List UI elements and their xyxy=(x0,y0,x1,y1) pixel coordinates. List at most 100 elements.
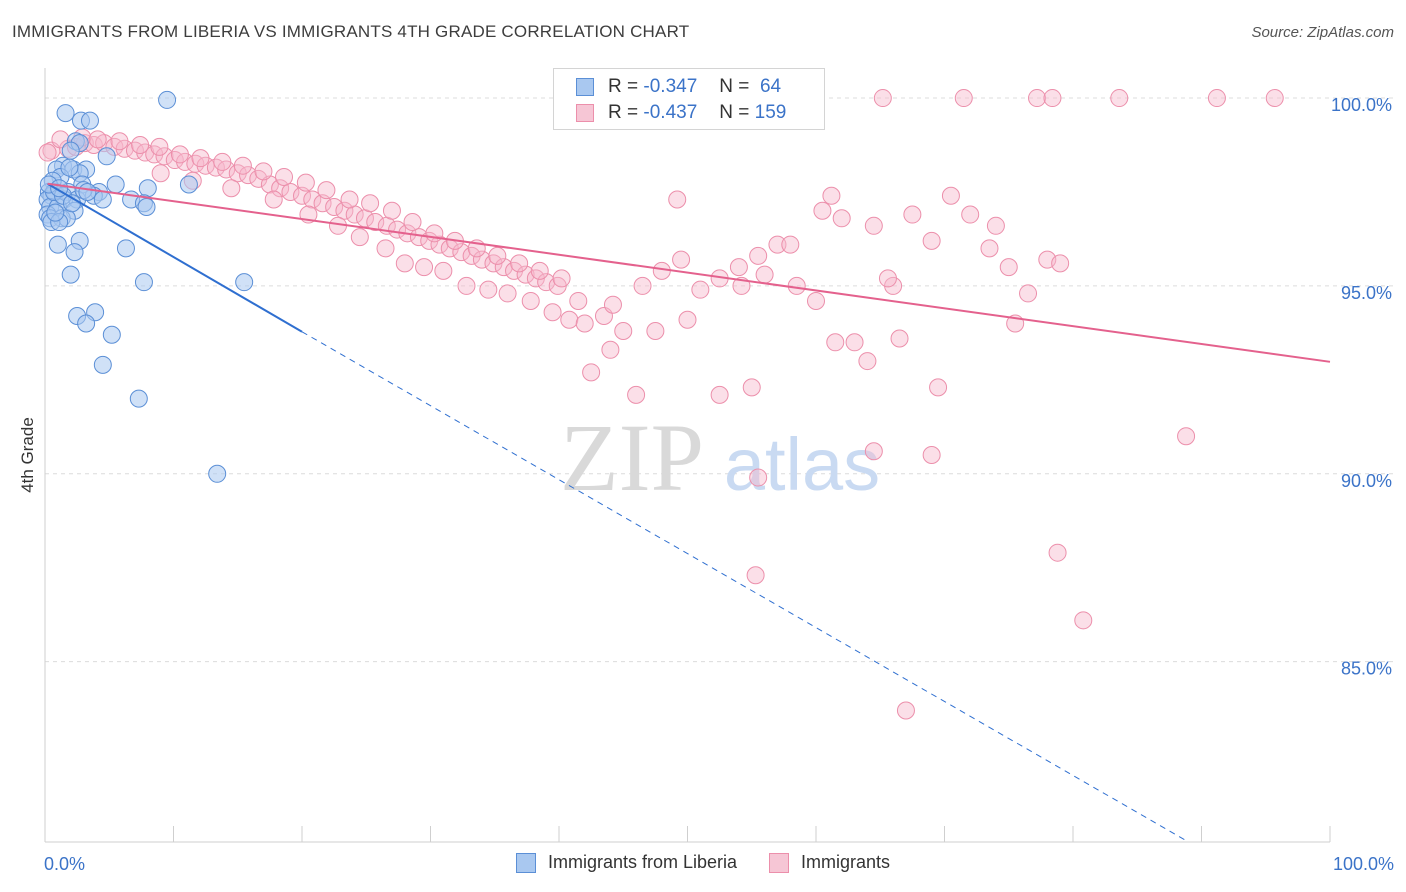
data-point-immigrants xyxy=(296,173,315,192)
data-point-immigrants xyxy=(890,329,909,348)
data-point-immigrants xyxy=(1051,254,1070,273)
data-point-immigrants xyxy=(787,276,806,295)
data-point-immigrants xyxy=(582,363,601,382)
legend-n-label: N = xyxy=(719,76,750,97)
data-point-liberia xyxy=(158,90,177,109)
data-point-immigrants xyxy=(858,352,877,371)
data-point-immigrants xyxy=(896,701,915,720)
data-point-immigrants xyxy=(1048,543,1067,562)
data-point-immigrants xyxy=(864,216,883,235)
data-point-immigrants xyxy=(281,182,300,201)
data-point-immigrants xyxy=(691,280,710,299)
legend-item-immigrants: Immigrants xyxy=(769,852,890,873)
data-point-immigrants xyxy=(170,145,189,164)
correlation-legend: R = -0.347 N = 64 R = -0.437 N = 159 xyxy=(553,68,825,130)
data-point-immigrants xyxy=(434,261,453,280)
data-point-immigrants xyxy=(742,378,761,397)
data-point-immigrants xyxy=(813,201,832,220)
data-point-immigrants xyxy=(191,149,210,168)
data-point-immigrants xyxy=(878,269,897,288)
legend-r-label: R = xyxy=(608,102,639,123)
data-point-immigrants xyxy=(131,136,150,155)
data-point-immigrants xyxy=(271,179,290,198)
data-point-immigrants xyxy=(999,258,1018,277)
data-point-liberia xyxy=(137,198,156,217)
trend-lines xyxy=(47,182,1331,843)
data-point-immigrants xyxy=(826,333,845,352)
data-point-immigrants xyxy=(646,322,665,341)
data-point-immigrants xyxy=(264,190,283,209)
data-point-immigrants xyxy=(155,147,174,166)
data-point-immigrants xyxy=(1074,611,1093,630)
data-point-liberia xyxy=(102,325,121,344)
data-point-immigrants xyxy=(110,132,129,151)
data-point-immigrants xyxy=(569,291,588,310)
data-point-liberia xyxy=(61,141,80,160)
data-point-immigrants xyxy=(239,166,258,185)
data-point-immigrants xyxy=(521,291,540,310)
x-tick-label: 100.0% xyxy=(1333,854,1394,874)
legend-row-immigrants: R = -0.437 N = 159 xyxy=(576,101,786,125)
data-point-immigrants xyxy=(781,235,800,254)
data-point-immigrants xyxy=(151,164,170,183)
data-point-immigrants xyxy=(755,265,774,284)
data-point-liberia xyxy=(93,190,112,209)
data-point-liberia xyxy=(48,235,67,254)
data-point-immigrants xyxy=(749,246,768,265)
data-point-immigrants xyxy=(382,201,401,220)
data-point-immigrants xyxy=(652,261,671,280)
legend-r-value: -0.347 xyxy=(643,76,698,97)
data-point-liberia xyxy=(77,314,96,333)
tick-labels: 100.0% 95.0% 90.0% 85.0% 0.0% 100.0% xyxy=(44,95,1394,874)
data-point-immigrants xyxy=(1028,89,1047,108)
data-point-immigrants xyxy=(150,137,169,156)
series-liberia-points xyxy=(38,90,254,483)
data-point-immigrants xyxy=(457,276,476,295)
legend-item-liberia: Immigrants from Liberia xyxy=(515,852,737,873)
data-point-immigrants xyxy=(233,156,252,175)
data-point-immigrants xyxy=(38,143,57,162)
data-point-immigrants xyxy=(575,314,594,333)
data-point-immigrants xyxy=(430,235,449,254)
x-tick-label: 0.0% xyxy=(44,854,85,874)
y-tick-label: 95.0% xyxy=(1341,283,1392,303)
data-point-immigrants xyxy=(873,89,892,108)
data-point-immigrants xyxy=(1043,89,1062,108)
data-point-liberia xyxy=(208,464,227,483)
series-legend: Immigrants from Liberia Immigrants xyxy=(0,852,1406,873)
data-point-immigrants xyxy=(749,468,768,487)
data-point-liberia xyxy=(134,273,153,292)
data-point-immigrants xyxy=(672,250,691,269)
data-point-liberia xyxy=(61,265,80,284)
data-point-immigrants xyxy=(552,269,571,288)
data-point-immigrants xyxy=(614,322,633,341)
legend-r-label: R = xyxy=(608,76,639,97)
legend-swatch-immigrants xyxy=(769,852,790,873)
data-point-immigrants xyxy=(325,198,344,217)
data-point-liberia xyxy=(97,147,116,166)
data-point-immigrants xyxy=(903,205,922,224)
data-point-immigrants xyxy=(376,239,395,258)
data-point-liberia xyxy=(129,389,148,408)
legend-row-liberia: R = -0.347 N = 64 xyxy=(576,75,781,99)
legend-swatch-liberia xyxy=(515,852,536,873)
data-point-immigrants xyxy=(275,167,294,186)
data-point-immigrants xyxy=(395,254,414,273)
data-point-immigrants xyxy=(543,303,562,322)
data-point-immigrants xyxy=(213,152,232,171)
legend-n-value: 64 xyxy=(759,76,782,97)
data-point-liberia xyxy=(60,158,79,177)
data-point-immigrants xyxy=(350,228,369,247)
y-tick-label: 100.0% xyxy=(1331,95,1392,115)
chart-title: IMMIGRANTS FROM LIBERIA VS IMMIGRANTS 4T… xyxy=(12,22,690,41)
data-point-immigrants xyxy=(1019,284,1038,303)
data-point-immigrants xyxy=(678,310,697,329)
data-point-liberia xyxy=(78,182,97,201)
data-point-immigrants xyxy=(845,333,864,352)
data-point-immigrants xyxy=(961,205,980,224)
trend-line-liberia-extension xyxy=(301,331,1189,843)
data-point-immigrants xyxy=(498,284,517,303)
data-point-immigrants xyxy=(627,385,646,404)
watermark-zip: ZIP xyxy=(560,404,704,511)
